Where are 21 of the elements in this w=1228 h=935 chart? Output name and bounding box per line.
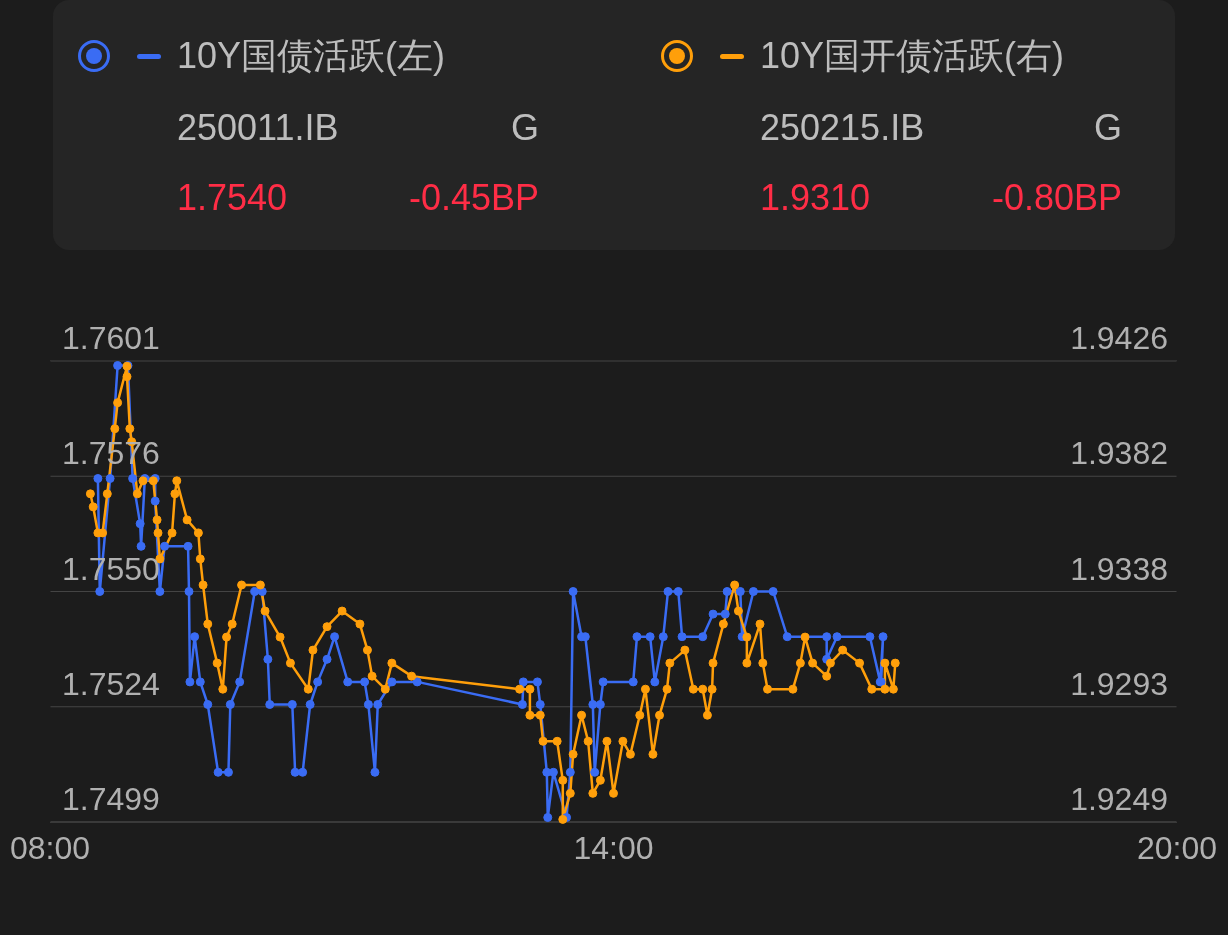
y2-tick-label: 1.9293 [1070, 665, 1168, 702]
text: G [510, 107, 539, 148]
text: 1.7540 [177, 177, 288, 218]
x-tick-label: 20:00 [1136, 829, 1218, 866]
text: 250011.IB [177, 107, 339, 148]
legend-label: 10Y国开债活跃(右) [760, 35, 1065, 76]
x-tick-label: 14:00 [573, 829, 654, 866]
text: 1.9310 [760, 177, 871, 218]
y-tick-label: 1.7601 [62, 320, 160, 356]
text: G [1093, 107, 1122, 148]
y2-tick-label: 1.9338 [1070, 550, 1168, 587]
y2-tick-label: 1.9249 [1070, 781, 1168, 817]
legend-label: 10Y国债活跃(左) [177, 35, 446, 76]
y-tick-label: 1.7524 [62, 665, 160, 702]
text: -0.45BP [408, 177, 539, 218]
x-tick-label: 08:00 [9, 829, 91, 866]
text: 250215.IB [760, 107, 925, 148]
text: -0.80BP [991, 177, 1122, 218]
y2-tick-label: 1.9426 [1070, 320, 1168, 356]
y-tick-label: 1.7499 [62, 781, 160, 817]
y2-tick-label: 1.9382 [1070, 435, 1168, 472]
